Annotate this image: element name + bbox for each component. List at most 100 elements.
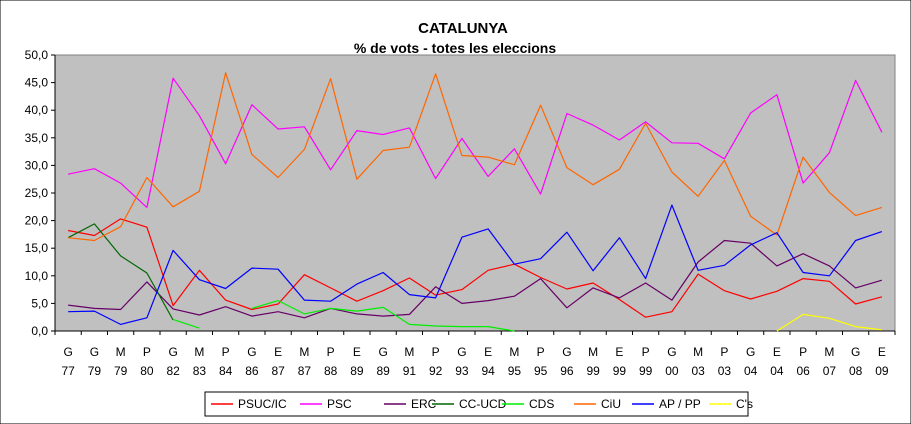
x-tick-label-type: E [773,345,781,359]
x-tick-label-type: M [299,345,309,359]
x-tick-label-type: P [222,345,230,359]
y-tick-label: 0,0 [31,324,48,338]
x-tick-label-type: G [168,345,177,359]
y-tick-label: 45,0 [25,76,49,90]
series-c-s [776,313,882,332]
legend-label: PSC [327,397,352,411]
x-tick-label-type: G [457,345,466,359]
x-tick-label-year: 93 [455,364,469,378]
legend: PSUC/IC PSC ERC CC-UCD CDS CiU AP / PP C's [204,391,753,417]
series-cds [172,300,515,332]
chart-subtitle: % de vots - totes les eleccions [354,40,557,56]
x-tick-label-year: 04 [744,364,758,378]
x-tick-label-year: 00 [665,364,679,378]
x-tick-label-type: P [537,345,545,359]
x-tick-label-type: M [588,345,598,359]
legend-box [204,391,749,417]
x-tick-label-type: M [509,345,519,359]
x-tick-label-year: 96 [560,364,574,378]
x-tick-label-year: 79 [114,364,128,378]
x-tick-label-year: 99 [639,364,653,378]
series-line-ciu [68,72,883,242]
x-tick-label-type: G [378,345,387,359]
x-tick-label-type: E [878,345,886,359]
plot-area [54,54,896,332]
x-tick-label-year: 92 [429,364,443,378]
x-axis: G 77 G 79 M 79 P 80 G 82 M 83 P 84 G 86 E 87 M 87 P 88 E 89 G 89 M… [54,330,896,378]
x-tick-label-type: P [432,345,440,359]
x-tick-label-type: G [562,345,571,359]
x-tick-label-year: 94 [481,364,495,378]
x-tick-label-type: M [116,345,126,359]
series-line-cc-ucd [67,223,174,321]
x-tick-label-year: 95 [534,364,548,378]
series-psc [67,77,883,208]
x-tick-label-type: G [247,345,256,359]
y-tick-label: 25,0 [25,186,49,200]
y-tick-label: 40,0 [25,103,49,117]
x-tick-label-type: P [642,345,650,359]
x-tick-label-year: 07 [823,364,837,378]
x-tick-label-year: 88 [324,364,338,378]
series-line-c-s [776,313,882,332]
x-tick-label-type: M [693,345,703,359]
x-tick-label-year: 84 [219,364,233,378]
x-tick-label-year: 04 [770,364,784,378]
x-tick-label-year: 83 [193,364,207,378]
x-tick-label-type: G [851,345,860,359]
x-tick-label-year: 79 [88,364,102,378]
series-cc-ucd [67,223,174,321]
series-psuc-ic [67,218,883,318]
x-tick-label-year: 06 [796,364,810,378]
x-tick-label-year: 77 [61,364,75,378]
x-tick-label-type: M [194,345,204,359]
y-tick-label: 30,0 [25,158,49,172]
x-tick-label-type: M [824,345,834,359]
legend-label: CC-UCD [459,397,507,411]
y-tick-label: 15,0 [25,241,49,255]
series-line-ap-pp [68,204,883,325]
x-tick-label-type: E [274,345,282,359]
y-tick-label: 35,0 [25,131,49,145]
x-tick-label-type: P [143,345,151,359]
x-tick-label-type: G [746,345,755,359]
series-line-erc [68,239,883,319]
y-tick-label: 10,0 [25,269,49,283]
y-tick-label: 50,0 [25,48,49,62]
x-tick-label-year: 87 [298,364,312,378]
x-tick-label-year: 99 [613,364,627,378]
series-line-psc [67,77,883,208]
x-tick-label-type: E [353,345,361,359]
legend-label: AP / PP [659,397,701,411]
x-tick-label-year: 08 [849,364,863,378]
x-tick-label-type: P [327,345,335,359]
series-ciu [68,72,883,242]
x-tick-label-type: P [720,345,728,359]
series-lines [67,72,883,332]
x-tick-label-year: 89 [376,364,390,378]
legend-label: ERC [411,397,437,411]
x-tick-label-year: 03 [691,364,705,378]
x-tick-label-type: G [63,345,72,359]
series-ap-pp [68,204,883,325]
y-tick-label: 5,0 [31,296,48,310]
x-tick-label-year: 95 [508,364,522,378]
legend-label: CDS [529,397,554,411]
x-tick-label-type: M [404,345,414,359]
y-tick-label: 20,0 [25,214,49,228]
series-line-psuc-ic [67,218,883,318]
x-tick-label-year: 09 [875,364,889,378]
x-tick-label-year: 99 [586,364,600,378]
x-tick-label-year: 80 [140,364,154,378]
x-tick-label-type: G [667,345,676,359]
y-axis: 0,0 5,0 10,0 15,0 20,0 25,0 30,0 35,0 40,0 45,0 50… [25,48,56,338]
x-tick-label-year: 87 [271,364,285,378]
series-line-cds [251,300,515,332]
x-tick-label-year: 82 [166,364,180,378]
series-line-cds [172,318,200,329]
x-tick-label-type: E [484,345,492,359]
legend-label: C's [736,397,753,411]
x-tick-label-year: 91 [403,364,417,378]
legend-label: PSUC/IC [238,397,287,411]
x-tick-label-type: G [90,345,99,359]
